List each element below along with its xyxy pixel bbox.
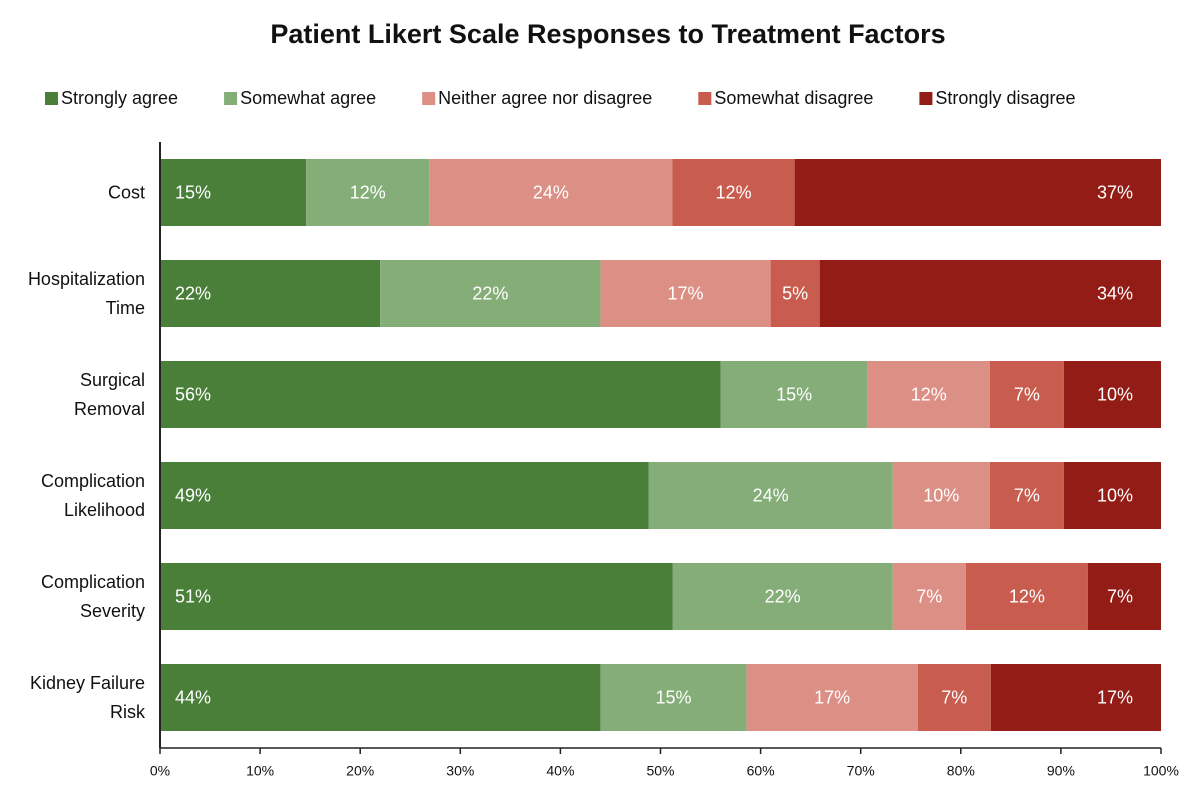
legend-label: Somewhat disagree xyxy=(714,88,873,108)
data-label: 7% xyxy=(1014,485,1040,505)
bar-segment xyxy=(160,664,601,731)
legend-label: Strongly agree xyxy=(61,88,178,108)
bar-segment xyxy=(990,664,1161,731)
x-tick-label: 80% xyxy=(947,763,975,779)
data-label: 15% xyxy=(776,384,812,404)
bar-segment xyxy=(160,462,649,529)
data-label: 7% xyxy=(1107,586,1133,606)
bar-segment xyxy=(160,159,307,226)
data-label: 15% xyxy=(655,687,691,707)
data-label: 12% xyxy=(350,182,386,202)
data-label: 56% xyxy=(175,384,211,404)
x-tick-label: 0% xyxy=(150,763,170,779)
bar-segment xyxy=(989,361,1064,428)
legend-swatch xyxy=(698,92,712,105)
data-label: 10% xyxy=(923,485,959,505)
x-tick-label: 20% xyxy=(346,763,374,779)
data-label: 44% xyxy=(175,687,211,707)
bar-segment xyxy=(1063,462,1161,529)
y-tick-label: Surgical Removal xyxy=(73,369,145,419)
x-tick-label: 60% xyxy=(747,763,775,779)
bar-segment xyxy=(600,260,771,327)
data-label: 17% xyxy=(814,687,850,707)
legend-label: Neither agree nor disagree xyxy=(438,88,652,108)
legend-swatch xyxy=(422,92,436,105)
x-tick-label: 100% xyxy=(1143,763,1179,779)
bar-segment xyxy=(794,159,1161,226)
data-label: 10% xyxy=(1097,485,1133,505)
bar-segment xyxy=(892,462,990,529)
data-label: 22% xyxy=(765,586,801,606)
bar-segment xyxy=(160,260,381,327)
data-label: 7% xyxy=(916,586,942,606)
data-label: 10% xyxy=(1097,384,1133,404)
chart-title: Patient Likert Scale Responses to Treatm… xyxy=(270,19,945,49)
data-label: 22% xyxy=(472,283,508,303)
bar-segment xyxy=(746,664,918,731)
y-tick-label: Kidney Failure Risk xyxy=(29,672,145,722)
data-label: 7% xyxy=(1014,384,1040,404)
data-label: 12% xyxy=(1009,586,1045,606)
bar-segment xyxy=(600,664,747,731)
data-label: 5% xyxy=(782,283,808,303)
y-tick-label: Hospitalization Time xyxy=(27,268,145,318)
data-label: 17% xyxy=(1097,687,1133,707)
bar-segment xyxy=(1087,563,1161,630)
data-label: 24% xyxy=(753,485,789,505)
bar-segment xyxy=(672,159,795,226)
bar-segment xyxy=(648,462,893,529)
bar-segment xyxy=(965,563,1088,630)
data-label: 51% xyxy=(175,586,211,606)
bar-segment xyxy=(819,260,1161,327)
bar-segment xyxy=(160,361,721,428)
data-label: 12% xyxy=(716,182,752,202)
bar-segment xyxy=(867,361,990,428)
bar-segment xyxy=(672,563,893,630)
x-tick-label: 90% xyxy=(1047,763,1075,779)
bar-segment xyxy=(770,260,820,327)
bar-segment xyxy=(720,361,868,428)
legend-label: Somewhat agree xyxy=(240,88,376,108)
x-tick-label: 10% xyxy=(246,763,274,779)
bar-segment xyxy=(429,159,673,226)
data-label: 49% xyxy=(175,485,211,505)
bar-segment xyxy=(989,462,1064,529)
data-label: 7% xyxy=(941,687,967,707)
y-tick-label: Cost xyxy=(107,182,145,202)
data-label: 17% xyxy=(668,283,704,303)
y-tick-label: Complication Severity xyxy=(40,571,145,621)
x-tick-label: 40% xyxy=(546,763,574,779)
legend-swatch xyxy=(45,92,58,105)
data-label: 37% xyxy=(1097,182,1133,202)
x-tick-label: 50% xyxy=(646,763,674,779)
legend-label: Strongly disagree xyxy=(935,88,1075,108)
x-tick-label: 70% xyxy=(847,763,875,779)
data-label: 15% xyxy=(175,182,211,202)
data-label: 22% xyxy=(175,283,211,303)
bar-segment xyxy=(380,260,601,327)
legend-swatch xyxy=(919,92,933,105)
data-label: 24% xyxy=(533,182,569,202)
y-tick-label: Complication Likelihood xyxy=(40,470,145,520)
data-label: 12% xyxy=(911,384,947,404)
bar-segment xyxy=(917,664,991,731)
bar-segment xyxy=(160,563,673,630)
bar-segment xyxy=(306,159,430,226)
bar-segment xyxy=(1063,361,1161,428)
data-label: 34% xyxy=(1097,283,1133,303)
x-tick-label: 30% xyxy=(446,763,474,779)
bar-segment xyxy=(892,563,966,630)
legend-swatch xyxy=(224,92,238,105)
